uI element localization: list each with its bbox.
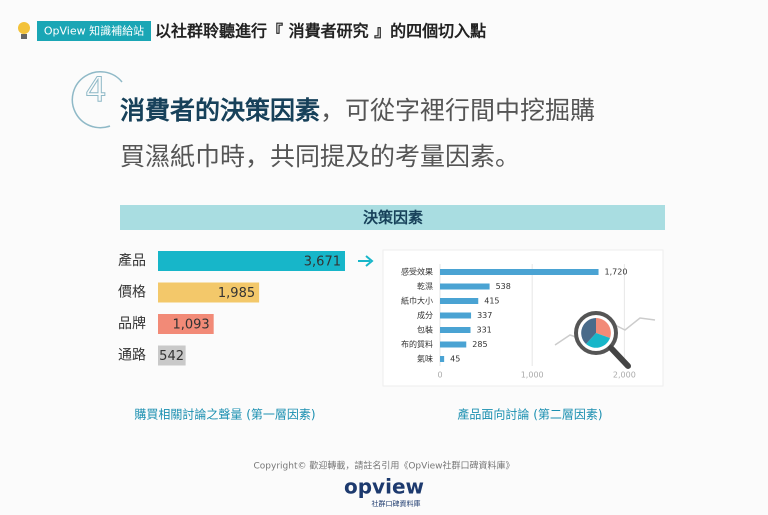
copyright: Copyright© 歡迎轉載，請註名引用《OpView社群口碑資料庫》 (254, 460, 515, 472)
category-label: 乾濕 (417, 281, 433, 291)
bar (440, 356, 445, 362)
category-label: 通路 (118, 348, 146, 364)
headline-bold: 消費者的決策因素 (120, 96, 320, 125)
step-number: 4 (85, 71, 107, 111)
category-label: 包裝 (417, 325, 433, 335)
bar (158, 314, 214, 334)
bar (440, 327, 471, 333)
logo: opview (344, 475, 424, 499)
category-label: 布的質料 (401, 339, 433, 349)
bulb-icon (18, 22, 30, 34)
section-band (120, 205, 665, 230)
bar (440, 341, 467, 348)
x-tick-label: 2,000 (613, 371, 636, 380)
value-label: 285 (472, 340, 487, 349)
bar (440, 298, 479, 304)
lens-handle (608, 345, 631, 369)
header-tag: OpView 知識補給站 (44, 24, 144, 38)
value-label: 337 (477, 311, 492, 320)
chart-caption: 購買相關討論之聲量 (第一層因素) (134, 407, 315, 422)
category-label: 價格 (118, 284, 146, 301)
magnifier-icon (554, 311, 656, 369)
headline-line2: 買濕紙巾時，共同提及的考量因素。 (120, 142, 520, 171)
lens-wedge (596, 318, 611, 338)
headline: 消費者的決策因素，可從字裡行間中挖掘購 (120, 96, 595, 125)
value-label: 415 (484, 297, 499, 306)
category-label: 感受效果 (401, 267, 433, 277)
value-label: 45 (450, 355, 460, 364)
bar (440, 312, 472, 319)
section-title: 決策因素 (363, 209, 423, 227)
lens-wedge (581, 318, 596, 344)
category-label: 氣味 (417, 354, 433, 364)
bar (440, 283, 490, 290)
headline-rest: ，可從字裡行間中挖掘購 (320, 96, 595, 125)
value-label: 1,720 (605, 268, 628, 277)
bar (158, 282, 260, 303)
category-label: 紙巾大小 (401, 296, 433, 306)
category-label: 品牌 (118, 315, 146, 332)
bar (158, 345, 186, 366)
step-ring (71, 71, 123, 129)
x-tick-label: 1,000 (521, 371, 544, 380)
chart-caption: 產品面向討論 (第二層因素) (457, 407, 602, 422)
x-tick-label: 0 (437, 371, 442, 380)
category-label: 產品 (118, 252, 146, 269)
category-label: 成分 (417, 310, 433, 320)
header-title: 以社群聆聽進行『 消費者研究 』的四個切入點 (155, 22, 486, 41)
bulb-base (21, 34, 27, 39)
value-label: 1,985 (218, 286, 255, 301)
header-tag-bg (37, 21, 151, 41)
bar (440, 269, 599, 275)
logo-sub: 社群口碑資料庫 (372, 499, 421, 508)
value-label: 331 (477, 326, 492, 335)
bar (158, 251, 345, 271)
value-label: 538 (496, 282, 511, 291)
arrow (358, 255, 374, 267)
lens-wedge (586, 333, 610, 348)
value-label: 3,671 (304, 255, 341, 270)
value-label: 1,093 (172, 318, 209, 333)
value-label: 542 (159, 349, 184, 364)
